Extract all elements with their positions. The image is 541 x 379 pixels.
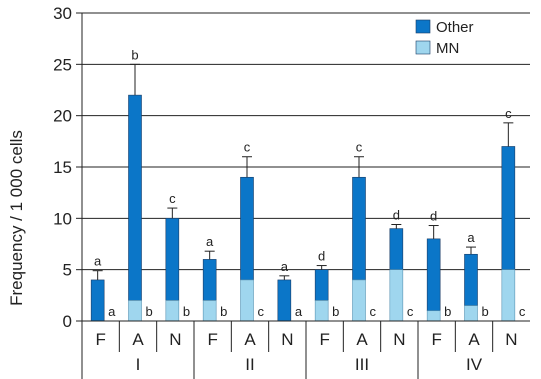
significance-letter-mn: a <box>295 304 303 319</box>
bar-mn <box>464 305 478 322</box>
significance-letter-total: a <box>467 230 475 245</box>
bars: a a b b c b a b c c a a d b c c d c d b a b c c <box>90 47 526 322</box>
significance-letter-mn: b <box>332 304 339 319</box>
bar-other <box>389 228 404 270</box>
significance-letter-mn: c <box>258 304 265 319</box>
significance-letter-total: d <box>430 209 437 224</box>
bar-other <box>202 259 217 301</box>
significance-letter-mn: b <box>146 304 153 319</box>
bar-mn <box>426 310 441 322</box>
x-category-label: N <box>169 330 181 349</box>
legend-swatch <box>415 40 431 55</box>
gridlines <box>82 12 530 271</box>
y-tick-label: 30 <box>53 4 72 23</box>
significance-letter-total: d <box>318 249 325 264</box>
y-tick-label: 20 <box>53 107 72 126</box>
bar-mn <box>128 300 142 322</box>
significance-letter-total: d <box>393 207 400 222</box>
x-category-label: F <box>319 330 329 349</box>
significance-letter-mn: b <box>183 304 190 319</box>
significance-letter-mn: b <box>220 304 227 319</box>
legend-swatch <box>415 19 431 34</box>
x-category-label: N <box>393 330 405 349</box>
legend-label: MN <box>436 40 459 57</box>
bar-other <box>426 238 441 312</box>
legend-label: Other <box>436 19 474 36</box>
y-tick-labels: 0 5 10 15 20 25 30 <box>53 4 72 331</box>
x-category-label: A <box>132 330 144 349</box>
bar-mn <box>202 300 217 322</box>
bar-other <box>501 146 516 270</box>
legend: Other MN <box>415 19 474 57</box>
y-tick-label: 5 <box>63 261 72 280</box>
y-tick-label: 0 <box>63 312 72 331</box>
bar-mn <box>240 279 254 322</box>
significance-letter-mn: b <box>482 304 489 319</box>
significance-letter-total: a <box>94 254 102 269</box>
x-category-label: N <box>281 330 293 349</box>
significance-letter-mn: c <box>407 304 414 319</box>
y-tick-label: 10 <box>53 209 72 228</box>
x-category-label: A <box>468 330 480 349</box>
significance-letter-total: c <box>244 140 251 155</box>
bar-mn <box>352 279 366 322</box>
x-category-label: F <box>95 330 105 349</box>
significance-letter-total: c <box>356 140 363 155</box>
bar-mn <box>314 300 329 322</box>
significance-letter-mn: b <box>444 304 451 319</box>
y-axis-label: Frequency / 1 000 cells <box>7 130 26 306</box>
x-category-label: F <box>431 330 441 349</box>
significance-letter-mn: c <box>370 304 377 319</box>
bar-other <box>90 279 105 322</box>
x-category-label: A <box>244 330 256 349</box>
bar-other <box>314 269 329 301</box>
x-group-label: II <box>245 355 254 374</box>
bar-other <box>165 218 180 301</box>
bar-mn <box>165 300 180 322</box>
bar-other <box>464 253 478 306</box>
bar-mn <box>389 269 404 322</box>
x-category-label: A <box>356 330 368 349</box>
significance-letter-total: b <box>131 47 138 62</box>
significance-letter-mn: a <box>108 304 116 319</box>
x-group-label: I <box>136 355 141 374</box>
x-category-label: F <box>207 330 217 349</box>
x-group-label: III <box>355 355 369 374</box>
x-axis-labels: F A N I F A N II F A N III F A N IV <box>95 330 517 374</box>
bar-mn <box>501 269 516 322</box>
bar-other <box>352 176 366 281</box>
significance-letter-total: a <box>281 259 289 274</box>
bar-other <box>240 176 254 281</box>
significance-letter-total: c <box>169 191 176 206</box>
x-group-label: IV <box>466 355 483 374</box>
bar-other <box>277 279 292 322</box>
bar-other <box>128 94 142 301</box>
significance-letter-total: a <box>206 234 214 249</box>
y-tick-label: 25 <box>53 55 72 74</box>
x-category-label: N <box>505 330 517 349</box>
significance-letter-total: c <box>505 106 512 121</box>
significance-letter-mn: c <box>519 304 526 319</box>
axes <box>76 12 530 379</box>
y-tick-label: 15 <box>53 158 72 177</box>
